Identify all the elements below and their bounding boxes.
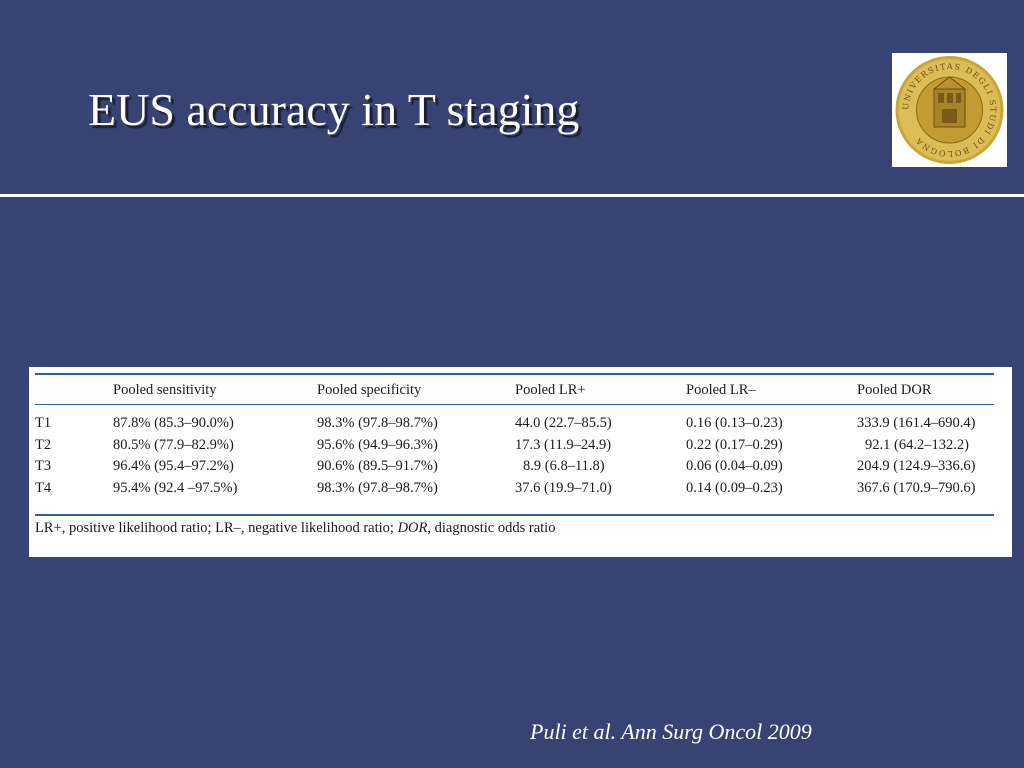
cell-specificity: 98.3% (97.8–98.7%) [317, 415, 438, 431]
table-row: T3 96.4% (95.4–97.2%) 90.6% (89.5–91.7%)… [35, 456, 994, 478]
cell-dor: 367.6 (170.9–790.6) [857, 479, 976, 496]
cell-dor: 92.1 (64.2–132.2) [865, 436, 969, 453]
header-specificity: Pooled specificity [317, 382, 422, 398]
cell-stage: T1 [35, 415, 52, 431]
cell-lr-negative: 0.06 (0.04–0.09) [686, 458, 783, 474]
cell-lr-positive: 17.3 (11.9–24.9) [515, 436, 612, 453]
cell-sensitivity: 80.5% (77.9–82.9%) [113, 436, 234, 453]
cell-sensitivity: 95.4% (92.4 –97.5%) [113, 479, 238, 496]
cell-specificity: 98.3% (97.8–98.7%) [317, 479, 438, 496]
cell-stage: T3 [35, 458, 52, 474]
table-row: T1 87.8% (85.3–90.0%) 98.3% (97.8–98.7%)… [35, 413, 994, 435]
cell-dor: 204.9 (124.9–336.6) [857, 458, 976, 474]
cell-lr-positive: 8.9 (6.8–11.8) [523, 458, 605, 474]
header-lr-positive: Pooled LR+ [515, 382, 586, 398]
header-dor: Pooled DOR [857, 382, 932, 398]
cell-sensitivity: 96.4% (95.4–97.2%) [113, 458, 234, 474]
cell-stage: T4 [35, 479, 52, 496]
footnote-dor-term: DOR [397, 520, 428, 536]
university-seal-logo: UNIVERSITAS DEGLI STUDI DI BOLOGNA [892, 53, 1007, 167]
footnote-text: LR+, positive likelihood ratio; LR–, neg… [35, 520, 398, 536]
cell-lr-negative: 0.22 (0.17–0.29) [686, 436, 783, 453]
table-body: T1 87.8% (85.3–90.0%) 98.3% (97.8–98.7%)… [35, 413, 994, 499]
header-stage [35, 378, 113, 402]
citation: Puli et al. Ann Surg Oncol 2009 [530, 719, 812, 744]
header-sensitivity: Pooled sensitivity [113, 382, 217, 398]
table-header-rule [35, 404, 994, 405]
header-lr-negative: Pooled LR– [686, 382, 756, 398]
results-table-panel: Pooled sensitivity Pooled specificity Po… [29, 367, 1012, 557]
title-divider [0, 194, 1024, 197]
cell-stage: T2 [35, 436, 52, 453]
table-row: T2 80.5% (77.9–82.9%) 95.6% (94.9–96.3%)… [35, 435, 994, 457]
cell-lr-negative: 0.16 (0.13–0.23) [686, 415, 783, 431]
table-row: T4 95.4% (92.4 –97.5%) 98.3% (97.8–98.7%… [35, 478, 994, 500]
cell-dor: 333.9 (161.4–690.4) [857, 415, 976, 431]
cell-specificity: 90.6% (89.5–91.7%) [317, 458, 438, 474]
table-top-rule [35, 373, 994, 375]
table-bottom-rule [35, 514, 994, 516]
footnote-text-end: , diagnostic odds ratio [427, 520, 556, 536]
university-seal-icon: UNIVERSITAS DEGLI STUDI DI BOLOGNA [895, 56, 1004, 164]
table-footnote: LR+, positive likelihood ratio; LR–, neg… [35, 520, 555, 537]
table-header: Pooled sensitivity Pooled specificity Po… [35, 378, 994, 402]
cell-lr-positive: 37.6 (19.9–71.0) [515, 479, 612, 496]
cell-lr-negative: 0.14 (0.09–0.23) [686, 479, 783, 496]
cell-sensitivity: 87.8% (85.3–90.0%) [113, 415, 234, 431]
slide-title: EUS accuracy in T staging [88, 84, 580, 135]
cell-specificity: 95.6% (94.9–96.3%) [317, 436, 438, 453]
table-header-row: Pooled sensitivity Pooled specificity Po… [35, 378, 994, 402]
cell-lr-positive: 44.0 (22.7–85.5) [515, 415, 612, 431]
